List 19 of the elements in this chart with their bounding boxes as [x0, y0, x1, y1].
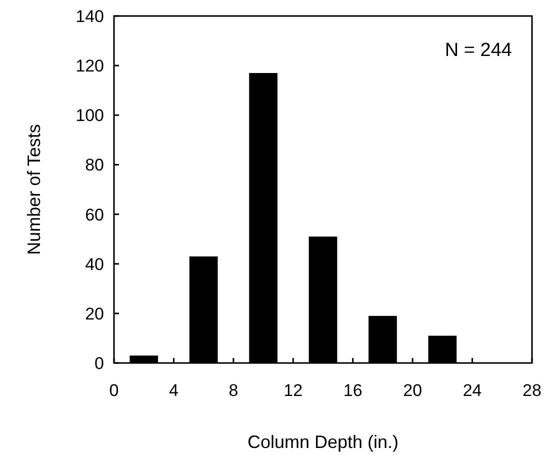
y-tick-label: 140 [76, 7, 104, 26]
x-tick-label: 8 [228, 381, 238, 400]
x-tick-label: 20 [403, 381, 422, 400]
x-tick-label: 0 [109, 381, 119, 400]
y-tick-label: 80 [85, 156, 104, 175]
x-tick-label: 16 [343, 381, 362, 400]
y-tick-label: 40 [85, 254, 104, 274]
y-axis-title: Number of Tests [24, 124, 44, 255]
x-tick-label: 12 [284, 381, 303, 400]
annotation: N = 244 [444, 40, 512, 61]
y-tick-label: 0 [94, 354, 104, 373]
x-tick-label: 28 [522, 381, 542, 400]
x-axis-title: Column Depth (in.) [247, 432, 399, 452]
y-tick-label: 60 [85, 205, 104, 224]
x-tick-label: 4 [168, 381, 178, 400]
y-tick-label: 100 [76, 106, 104, 126]
x-tick-label: 24 [462, 381, 482, 400]
y-tick-label: 120 [76, 56, 104, 76]
y-tick-label: 20 [85, 304, 104, 324]
